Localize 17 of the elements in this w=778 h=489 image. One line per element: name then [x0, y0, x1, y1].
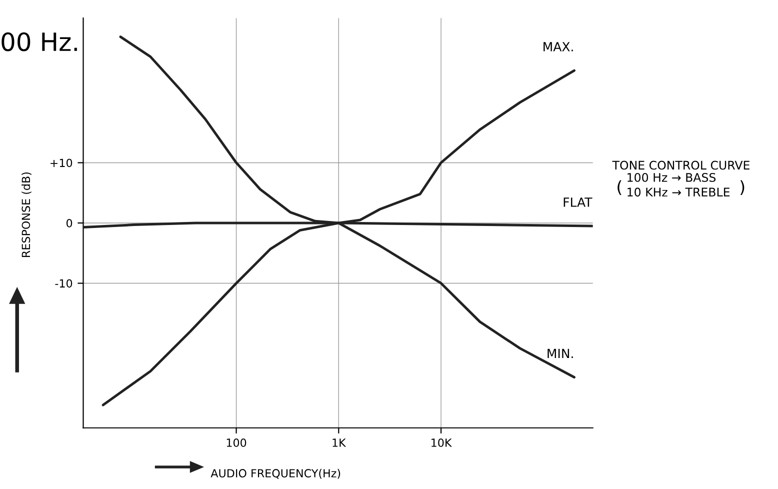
- y-tick-label: +10: [50, 158, 72, 168]
- x-axis-title: AUDIO FREQUENCY(Hz): [210, 468, 340, 479]
- x-tick-label: 1K: [332, 438, 346, 447]
- text: TONE CONTROL CURVE: [612, 160, 750, 170]
- series-label: MAX.: [544, 42, 573, 52]
- series-label: MIN.: [548, 348, 573, 358]
- y-tick-label: 0: [66, 218, 72, 228]
- y-tick-label: -10: [55, 279, 72, 288]
- x-tick-label: 100: [226, 438, 246, 447]
- series-label: FLAT: [564, 198, 592, 207]
- text: (: [618, 180, 622, 196]
- x-tick-label: 10K: [432, 438, 452, 447]
- text: ): [740, 180, 744, 196]
- text: 10 KHz → TREBLE: [628, 188, 730, 197]
- y-axis-title: RESPONSE (dB): [22, 172, 32, 257]
- text: 100 Hz → BASS: [628, 172, 716, 182]
- text: 00 Hz.: [2, 32, 77, 52]
